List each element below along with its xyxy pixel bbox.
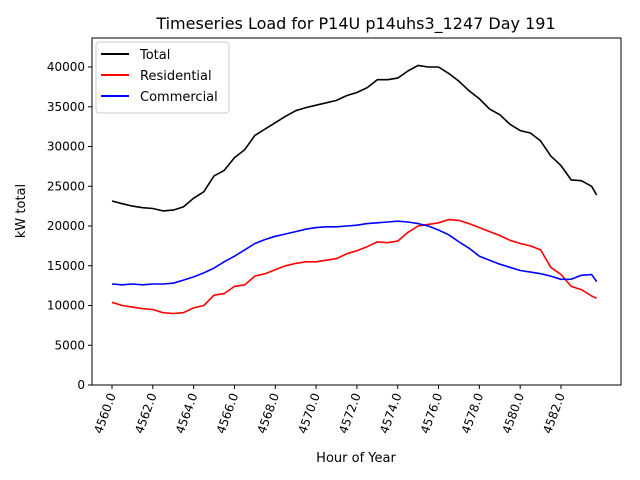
y-tick-label: 40000 xyxy=(47,60,85,74)
x-tick-label: 4574.0 xyxy=(377,391,405,435)
x-tick-label: 4570.0 xyxy=(295,391,323,435)
series-layer xyxy=(111,64,598,315)
y-tick-label: 30000 xyxy=(47,140,85,154)
x-tick-label: 4560.0 xyxy=(91,391,119,435)
legend-label-residential: Residential xyxy=(140,69,212,84)
y-axis-label: kW total xyxy=(14,184,29,238)
x-tick-label: 4566.0 xyxy=(214,391,242,435)
x-axis: 4560.0 4562.0 4564.0 4566.0 4568.0 4570.0 4572… xyxy=(91,385,568,435)
x-axis-label: Hour of Year xyxy=(316,451,396,466)
y-tick-label: 15000 xyxy=(47,259,85,273)
y-tick-label: 5000 xyxy=(54,338,85,352)
y-axis: 0 5000 10000 15000 20000 25000 30000 35000 40000 xyxy=(47,60,92,392)
x-tick-label: 4576.0 xyxy=(418,391,446,435)
series-line-residential xyxy=(111,218,598,315)
x-tick-label: 4562.0 xyxy=(132,391,160,435)
series-line-commercial xyxy=(111,220,598,286)
y-tick-label: 0 xyxy=(77,378,85,392)
y-tick-label: 10000 xyxy=(47,299,85,313)
chart-title: Timeseries Load for P14U p14uhs3_1247 Da… xyxy=(155,14,555,34)
y-tick-label: 20000 xyxy=(47,219,85,233)
legend: Total Residential Commercial xyxy=(95,41,230,114)
x-tick-label: 4568.0 xyxy=(255,391,283,435)
legend-frame xyxy=(95,41,230,114)
y-tick-label: 35000 xyxy=(47,100,85,114)
x-tick-label: 4572.0 xyxy=(336,391,364,435)
x-tick-label: 4578.0 xyxy=(459,391,487,435)
y-tick-label: 25000 xyxy=(47,179,85,193)
legend-label-total: Total xyxy=(139,48,170,63)
x-tick-label: 4564.0 xyxy=(173,391,201,435)
series-line-total xyxy=(111,64,598,212)
x-tick-label: 4580.0 xyxy=(499,391,527,435)
x-tick-label: 4582.0 xyxy=(540,391,568,435)
legend-label-commercial: Commercial xyxy=(140,90,218,105)
